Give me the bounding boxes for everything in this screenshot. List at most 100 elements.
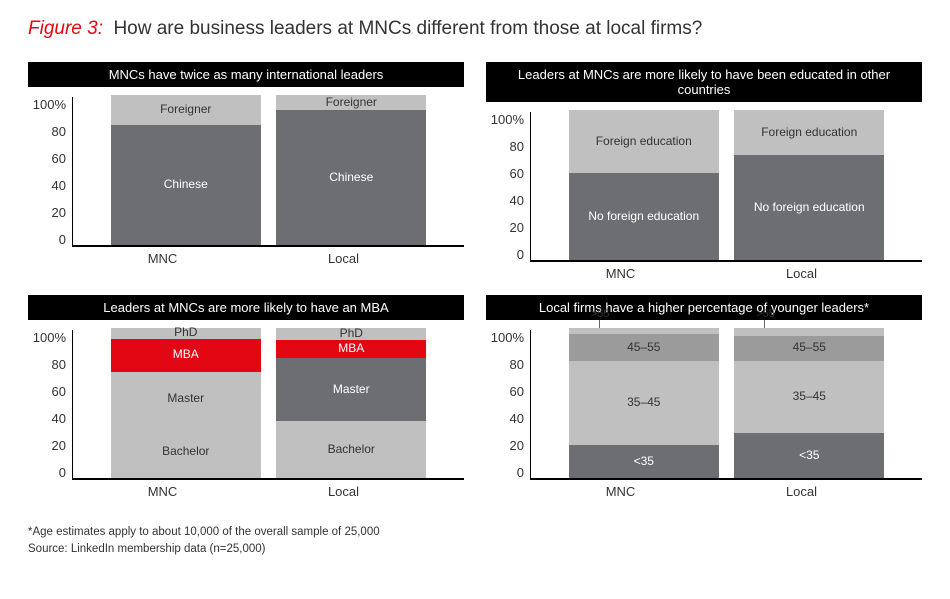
- x-tick-label: Local: [269, 484, 419, 499]
- bar-segment: 35–45: [569, 361, 719, 445]
- segment-label: Chinese: [164, 178, 208, 192]
- plot-area: No foreign educationForeign educationNo …: [530, 112, 922, 262]
- segment-label: 45–55: [627, 341, 660, 355]
- footnotes: *Age estimates apply to about 10,000 of …: [28, 524, 922, 559]
- bar-segment: <35: [734, 433, 884, 478]
- figure-title: Figure 3: How are business leaders at MN…: [28, 18, 922, 40]
- y-tick-label: 100%: [33, 330, 66, 345]
- bar-segment: MBA: [276, 340, 426, 358]
- bar-segment: Master: [276, 358, 426, 421]
- y-tick-label: 40: [510, 193, 524, 208]
- segment-label: 45–55: [793, 341, 826, 355]
- segment-label: No foreign education: [588, 210, 699, 224]
- panel-title: Local firms have a higher percentage of …: [486, 295, 922, 320]
- y-tick-label: 80: [52, 357, 66, 372]
- figure-label: Figure 3:: [28, 18, 103, 39]
- bar-segment: <35: [569, 445, 719, 478]
- segment-label: PhD: [340, 327, 363, 341]
- x-axis: MNC Local: [28, 247, 464, 266]
- stacked-bar: <35 35–45 45–55 >55: [734, 328, 884, 478]
- y-tick-label: 0: [517, 247, 524, 262]
- footnote-line: *Age estimates apply to about 10,000 of …: [28, 524, 922, 541]
- segment-label: 35–45: [627, 396, 660, 410]
- stacked-bar: Bachelor Master MBA PhD: [111, 328, 261, 478]
- y-tick-label: 80: [510, 139, 524, 154]
- segment-label: Bachelor: [328, 443, 375, 457]
- x-tick-label: Local: [269, 251, 419, 266]
- y-tick-label: 20: [52, 205, 66, 220]
- chart-grid: MNCs have twice as many international le…: [28, 62, 922, 514]
- segment-label: MBA: [338, 342, 364, 356]
- y-tick-label: 60: [52, 384, 66, 399]
- chart-panel: Leaders at MNCs are more likely to have …: [28, 295, 464, 514]
- y-tick-label: 40: [510, 411, 524, 426]
- chart-panel: MNCs have twice as many international le…: [28, 62, 464, 281]
- bar-segment: >55: [734, 328, 884, 336]
- chart-panel: Local firms have a higher percentage of …: [486, 295, 922, 514]
- callout-label: >55: [591, 308, 610, 321]
- y-tick-label: 80: [510, 357, 524, 372]
- chart-area: 100%806040200ChineseForeignerChineseFore…: [28, 87, 464, 247]
- x-axis: MNCLocal: [28, 480, 464, 499]
- segment-label: Foreign education: [596, 135, 692, 149]
- bar-segment: Foreigner: [111, 95, 261, 125]
- y-tick-label: 60: [52, 151, 66, 166]
- segment-label: MBA: [173, 348, 199, 362]
- y-tick-label: 0: [59, 465, 66, 480]
- x-axis: MNC Local: [486, 480, 922, 499]
- panel-title: Leaders at MNCs are more likely to have …: [28, 295, 464, 320]
- y-tick-label: 20: [510, 220, 524, 235]
- x-tick-label: Local: [727, 266, 877, 281]
- stacked-bar: ChineseForeigner: [276, 95, 426, 245]
- y-axis: 100%806040200: [28, 97, 72, 247]
- callout-line: [764, 320, 765, 328]
- segment-label: Bachelor: [162, 445, 209, 459]
- panel-title: MNCs have twice as many international le…: [28, 62, 464, 87]
- bar-segment: Bachelor: [276, 421, 426, 478]
- bar-segment: Foreign education: [734, 110, 884, 155]
- y-tick-label: 100%: [491, 330, 524, 345]
- stacked-bar: Chinese Foreigner: [111, 95, 261, 245]
- x-tick-label: MNC: [546, 484, 696, 499]
- bar-segment: 45–55: [734, 336, 884, 362]
- stacked-bar: No foreign education Foreign education: [569, 110, 719, 260]
- bar-segment: PhD: [111, 328, 261, 339]
- stacked-bar: No foreign education Foreign education: [734, 110, 884, 260]
- segment-label: 35–45: [793, 390, 826, 404]
- y-axis: 100%806040200: [28, 330, 72, 480]
- segment-label: Foreign education: [761, 126, 857, 140]
- x-tick-label: Local: [727, 484, 877, 499]
- y-tick-label: 40: [52, 178, 66, 193]
- figure-text: How are business leaders at MNCs differe…: [113, 18, 702, 39]
- bar-segment: Bachelor: [111, 426, 261, 479]
- bar-segment: MBA: [111, 339, 261, 372]
- bar-segment: PhD: [276, 328, 426, 340]
- footnote-line: Source: LinkedIn membership data (n=25,0…: [28, 541, 922, 558]
- segment-label: <35: [799, 449, 819, 463]
- segment-label: Foreigner: [160, 103, 211, 117]
- y-tick-label: 100%: [33, 97, 66, 112]
- bar-segment: No foreign education: [734, 155, 884, 260]
- stacked-bar: Bachelor Master MBAPhD: [276, 328, 426, 478]
- plot-area: ChineseForeignerChineseForeigner: [72, 97, 464, 247]
- bar-segment: Master: [111, 372, 261, 426]
- chart-panel: Leaders at MNCs are more likely to have …: [486, 62, 922, 281]
- x-tick-label: MNC: [88, 251, 238, 266]
- chart-area: 100%806040200BachelorMasterMBAPhDBachelo…: [28, 320, 464, 480]
- bar-segment: 45–55: [569, 334, 719, 361]
- y-tick-label: 60: [510, 166, 524, 181]
- segment-label: <35: [634, 455, 654, 469]
- segment-label: Master: [333, 383, 370, 397]
- chart-area: 100%806040200No foreign educationForeign…: [486, 102, 922, 262]
- bar-segment: Chinese: [276, 110, 426, 245]
- bar-segment: >55: [569, 328, 719, 334]
- y-tick-label: 60: [510, 384, 524, 399]
- y-tick-label: 20: [52, 438, 66, 453]
- bar-segment: Foreigner: [276, 95, 426, 110]
- segment-label: No foreign education: [754, 201, 865, 215]
- bar-segment: Chinese: [111, 125, 261, 245]
- segment-label: Foreigner: [326, 96, 377, 110]
- y-tick-label: 80: [52, 124, 66, 139]
- x-tick-label: MNC: [546, 266, 696, 281]
- y-tick-label: 0: [517, 465, 524, 480]
